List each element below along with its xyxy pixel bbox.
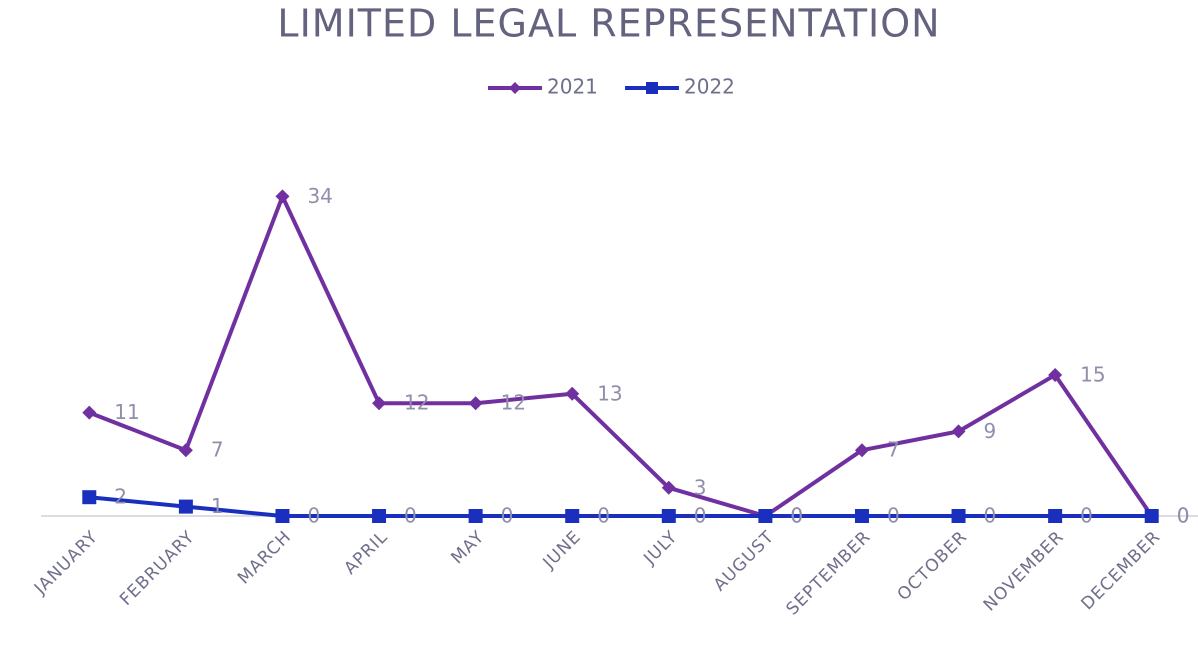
data-point [178, 443, 193, 458]
data-label: 7 [887, 438, 900, 462]
series-line [89, 495, 1152, 518]
data-point [275, 509, 290, 523]
data-point [1144, 509, 1159, 523]
data-point [1048, 368, 1063, 382]
x-tick-label: FEBRUARY [116, 527, 199, 610]
data-label: 0 [307, 504, 320, 528]
series-line [88, 194, 1154, 518]
data-point [468, 396, 483, 411]
data-point [758, 509, 773, 523]
data-label: 11 [114, 400, 139, 424]
data-label: 0 [597, 504, 610, 528]
legend-marker [646, 82, 658, 94]
data-point [661, 509, 676, 523]
x-tick-label: APRIL [340, 527, 392, 579]
data-label: 0 [790, 504, 803, 528]
data-label: 0 [887, 504, 900, 528]
data-label: 2 [114, 485, 127, 509]
data-label: 0 [1177, 504, 1190, 528]
data-label: 3 [694, 475, 707, 499]
data-point [565, 509, 580, 523]
data-label: 9 [984, 419, 997, 443]
x-tick-label: OCTOBER [894, 527, 972, 605]
data-point [82, 405, 97, 420]
data-point [178, 499, 193, 514]
legend-label: 2022 [684, 75, 735, 99]
data-label: 0 [1177, 504, 1190, 528]
data-label: 0 [694, 504, 707, 528]
data-label: 0 [984, 504, 997, 528]
data-point [951, 424, 966, 439]
data-point [854, 443, 869, 458]
data-label: 12 [404, 391, 429, 415]
x-tick-label: DECEMBER [1078, 527, 1165, 614]
data-label: 7 [211, 438, 224, 462]
data-point [82, 490, 97, 505]
data-label: 0 [1080, 504, 1093, 528]
data-label: 34 [307, 184, 332, 208]
data-label: 13 [597, 381, 622, 405]
x-tick-label: JANUARY [30, 527, 102, 599]
x-tick-label: MARCH [234, 527, 295, 588]
data-label: 0 [790, 504, 803, 528]
data-point [468, 509, 483, 523]
data-point [372, 509, 387, 523]
data-label: 1 [211, 494, 224, 518]
data-point [854, 509, 869, 523]
data-point [661, 480, 676, 495]
legend-marker [509, 82, 521, 94]
legend-label: 2021 [547, 75, 598, 99]
x-tick-label: JULY [639, 527, 681, 569]
data-label: 15 [1080, 363, 1105, 387]
x-tick-label: JUNE [539, 527, 586, 574]
data-point [951, 509, 966, 523]
data-point [275, 189, 290, 204]
x-tick-label: AUGUST [710, 527, 779, 596]
data-label: 0 [501, 504, 514, 528]
chart-title: LIMITED LEGAL REPRESENTATION [277, 2, 940, 46]
data-point [1048, 509, 1063, 523]
data-point [372, 396, 387, 411]
x-tick-label: SEPTEMBER [783, 527, 875, 619]
data-point [565, 386, 580, 401]
data-label: 12 [501, 391, 526, 415]
data-label: 0 [404, 504, 417, 528]
x-tick-label: MAY [447, 527, 488, 568]
x-tick-label: NOVEMBER [980, 527, 1068, 615]
